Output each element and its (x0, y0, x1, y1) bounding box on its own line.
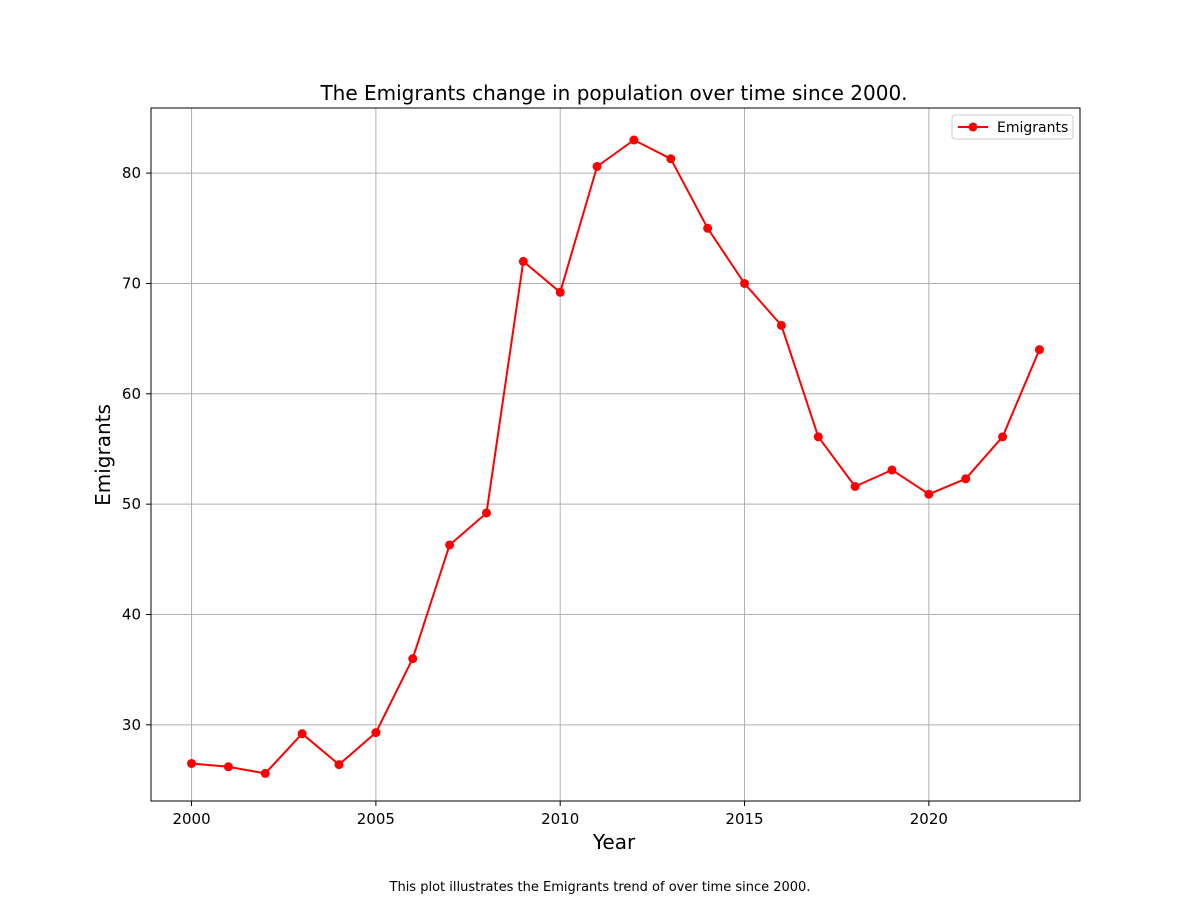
y-tick-label: 60 (122, 385, 141, 403)
data-point (961, 474, 971, 484)
data-point (776, 320, 786, 330)
y-axis-label: Emigrants (91, 404, 115, 506)
data-point (740, 278, 750, 288)
data-point (703, 223, 713, 233)
x-tick-label: 2000 (172, 810, 210, 828)
legend-label-emigrants: Emigrants (997, 120, 1068, 136)
plot-area-frame (150, 107, 1081, 802)
data-point (334, 760, 344, 770)
data-point (371, 728, 381, 738)
x-axis-ticks: 2000 2005 2010 2015 2020 (172, 801, 948, 828)
data-point (887, 465, 897, 475)
data-point (445, 540, 455, 550)
x-tick-label: 2015 (725, 810, 763, 828)
y-tick-label: 50 (122, 495, 141, 513)
data-point (666, 154, 676, 164)
data-point (223, 762, 233, 772)
data-point (481, 508, 491, 518)
data-point (924, 489, 934, 499)
data-point (518, 256, 528, 266)
data-point (592, 161, 602, 171)
y-tick-label: 80 (122, 164, 141, 182)
legend-marker-sample (968, 122, 978, 132)
data-point (297, 729, 307, 739)
data-point (408, 654, 418, 664)
data-point (1034, 345, 1044, 355)
y-tick-label: 40 (122, 606, 141, 624)
x-tick-label: 2010 (541, 810, 579, 828)
x-tick-label: 2020 (910, 810, 948, 828)
series-layer (187, 135, 1044, 778)
legend-box (951, 114, 1074, 140)
data-point (813, 432, 823, 442)
data-point (555, 287, 565, 297)
data-point (850, 482, 860, 492)
data-point (187, 758, 197, 768)
series-line-emigrants (191, 139, 1041, 775)
x-tick-label: 2005 (357, 810, 395, 828)
y-tick-label: 30 (122, 716, 141, 734)
data-point (260, 768, 270, 778)
legend: Emigrants (951, 114, 1074, 140)
grid-lines (151, 108, 1080, 801)
data-point (629, 135, 639, 145)
y-tick-label: 70 (122, 274, 141, 292)
chart-title: The Emigrants change in population over … (319, 81, 907, 105)
y-axis-ticks: 30 40 50 60 70 80 (122, 164, 151, 734)
x-axis-label: Year (592, 830, 636, 854)
chart-caption: This plot illustrates the Emigrants tren… (389, 880, 811, 895)
data-point (998, 432, 1008, 442)
